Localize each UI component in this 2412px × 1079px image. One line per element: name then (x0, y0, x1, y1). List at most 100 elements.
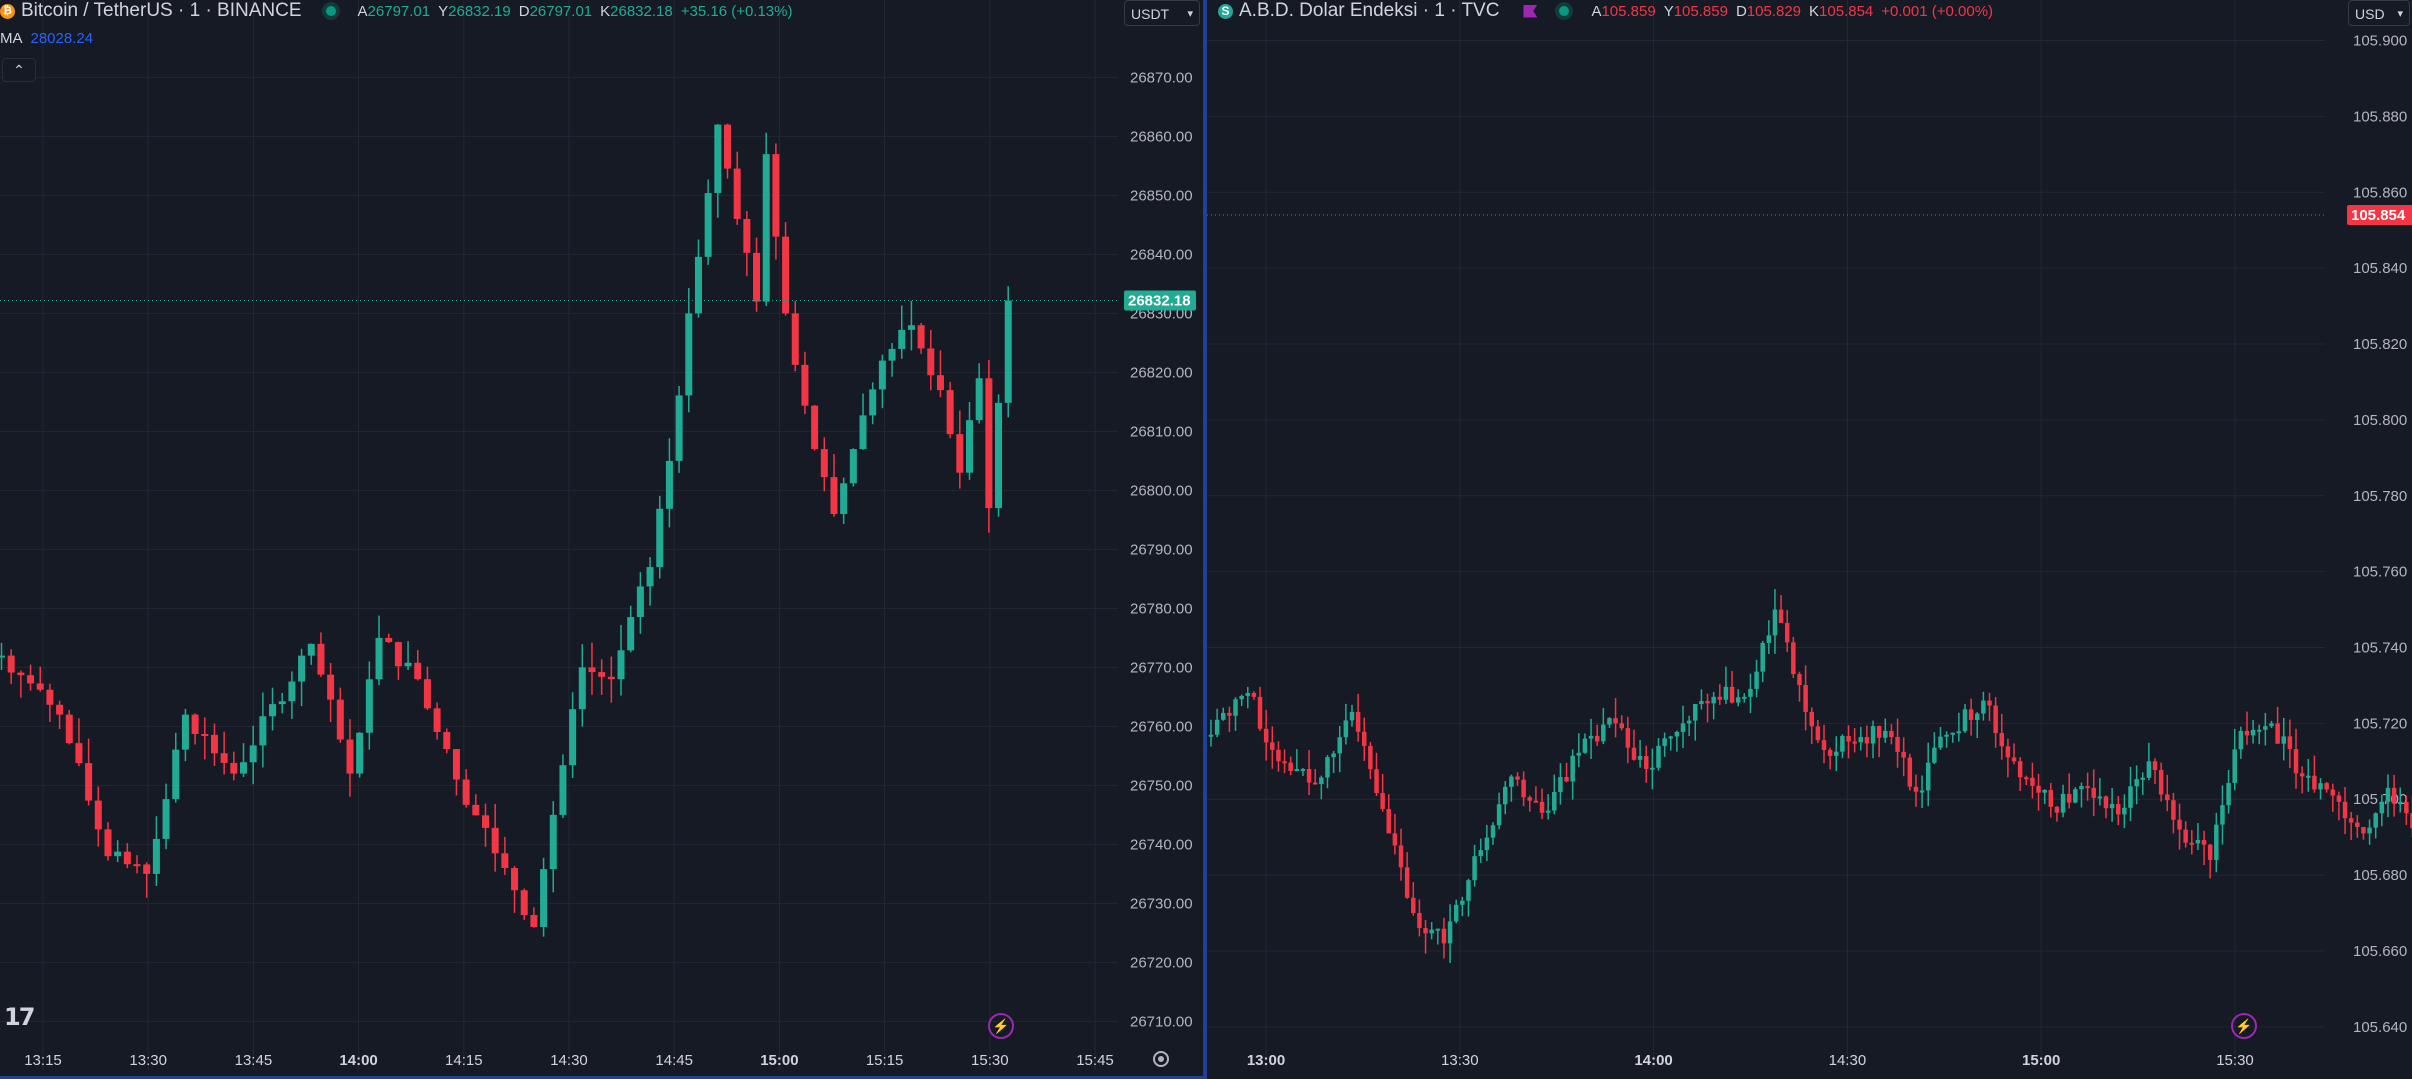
candle-body (240, 762, 247, 774)
candle-body (1398, 845, 1404, 868)
btc-candlestick-chart[interactable]: 26710.00 26720.00 26730.00 26740.00 26750.00… (0, 0, 1203, 1079)
candle-body (1870, 726, 1876, 744)
candle-body (936, 375, 944, 391)
candle-body (452, 749, 460, 780)
candle-body (2220, 805, 2225, 825)
candle-body (1889, 730, 1894, 738)
candle-body (1368, 745, 1373, 770)
candle-body (1214, 719, 1220, 735)
collapse-legend-button[interactable]: ⌃ (2, 58, 36, 82)
candle-body (7, 655, 15, 673)
candle-body (2128, 786, 2133, 808)
candle-body (230, 762, 238, 774)
candle-body (1227, 712, 1232, 716)
candle-body (65, 714, 73, 744)
candle-body (694, 256, 702, 314)
candle-body (2085, 786, 2090, 789)
candle-body (540, 869, 548, 927)
pane-divider[interactable] (1203, 0, 1207, 1079)
candle-body (559, 765, 567, 815)
y-axis-tick-label: 105.860 (2353, 184, 2407, 201)
candle-body (2355, 822, 2360, 828)
candle-body (724, 124, 731, 169)
candle-body (1680, 723, 1686, 732)
candle-body (646, 567, 654, 587)
candle-body (2385, 787, 2391, 802)
candle-body (1754, 671, 1759, 689)
candle-body (2134, 779, 2139, 787)
flag-icon[interactable] (1523, 4, 1538, 18)
y-axis-tick-label: 105.740 (2353, 639, 2407, 656)
candle-body (1533, 800, 1539, 803)
candle-body (1558, 777, 1563, 793)
x-axis-tick-label: 14:00 (339, 1052, 377, 1069)
candle-body (1588, 735, 1594, 739)
candle-body (1735, 697, 1741, 703)
candle-body (685, 313, 693, 396)
candle-body (1570, 755, 1575, 782)
btc-ohlc-close: K26832.18 (600, 2, 673, 20)
candle-body (2073, 789, 2078, 803)
dxy-symbol-title[interactable]: A.B.D. Dolar Endeksi · 1 · TVC (1239, 0, 1500, 21)
x-axis-tick-label: 15:30 (971, 1052, 1009, 1069)
btc-symbol-title[interactable]: Bitcoin / TetherUS · 1 · BINANCE (21, 0, 302, 21)
candle-body (1619, 723, 1624, 729)
candle-body (2060, 793, 2066, 813)
dxy-chart-pane[interactable]: 105.640 105.660 105.680 105.700 105.720 105.7… (1207, 0, 2412, 1079)
candle-body (636, 586, 644, 618)
candle-body (549, 814, 557, 870)
btc-currency-dropdown[interactable]: USDT ▾ (1124, 0, 1200, 26)
candle-body (288, 681, 296, 702)
candle-body (2201, 839, 2207, 845)
x-axis-tick-label: 13:30 (1441, 1052, 1479, 1069)
candle-body (2054, 806, 2060, 813)
dxy-candlestick-chart[interactable]: 105.640105.660105.680105.700105.720105.7… (1207, 0, 2412, 1079)
x-axis-tick-label: 13:00 (1247, 1052, 1285, 1069)
candle-body (17, 672, 25, 676)
y-axis-tick-label: 105.880 (2353, 108, 2407, 125)
candle-body (2036, 785, 2041, 793)
candle-body (1993, 705, 1998, 734)
ma-indicator-legend[interactable]: MA 28028.24 (0, 30, 93, 47)
dxy-ohlc-high: Y105.859 (1663, 2, 1728, 20)
candle-body (1637, 756, 1643, 760)
candle-body (249, 745, 257, 763)
candle-body (1245, 693, 1251, 696)
candle-body (1515, 776, 1520, 780)
candle-body (2336, 795, 2342, 802)
y-axis-tick-label: 105.760 (2353, 564, 2407, 581)
settings-icon[interactable] (1153, 1051, 1169, 1067)
candle-body (1496, 804, 1502, 826)
candle-body (2238, 730, 2244, 750)
candle-body (1821, 740, 1827, 750)
candle-body (1404, 867, 1410, 898)
candle-body (317, 643, 325, 675)
candle-body (946, 390, 954, 435)
dxy-currency-dropdown[interactable]: USD ▾ (2348, 0, 2410, 26)
candle-body (1864, 737, 1870, 744)
candle-body (2048, 789, 2054, 807)
candle-body (830, 477, 838, 514)
candle-body (114, 851, 122, 857)
x-axis-tick-label: 15:30 (2216, 1052, 2254, 1069)
candle-body (2207, 844, 2213, 860)
candle-body (298, 655, 306, 682)
dxy-ohlc-low: D105.829 (1735, 2, 1802, 20)
tradingview-logo[interactable]: 17 (4, 1003, 35, 1031)
candle-body (1631, 747, 1637, 760)
candle-body (2379, 801, 2385, 814)
candle-body (423, 679, 431, 709)
candle-body (1441, 928, 1447, 944)
candle-body (162, 799, 170, 839)
candle-body (772, 154, 780, 237)
candle-body (1662, 738, 1667, 746)
candle-body (1852, 741, 1857, 744)
candle-body (365, 679, 373, 733)
candle-body (1355, 711, 1361, 732)
candle-body (1693, 703, 1698, 721)
candle-body (336, 699, 344, 740)
lightning-icon[interactable]: ⚡ (988, 1013, 1014, 1039)
lightning-icon[interactable]: ⚡ (2231, 1013, 2257, 1039)
bitcoin-icon: ₿ (0, 3, 15, 19)
btc-chart-pane[interactable]: 26710.00 26720.00 26730.00 26740.00 26750.00… (0, 0, 1203, 1079)
